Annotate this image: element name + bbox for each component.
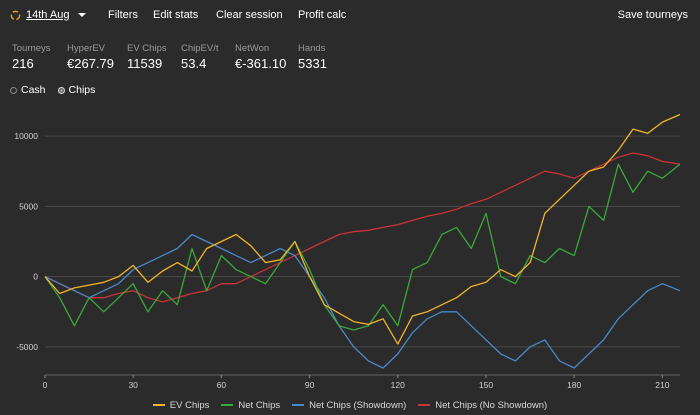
chips-radio[interactable] (57, 86, 65, 94)
legend-swatch (152, 404, 165, 406)
profit-calc-button[interactable]: Profit calc (298, 9, 347, 21)
x-tick-label: 30 (128, 380, 138, 390)
stat-value: 216 (12, 56, 34, 71)
line-chart: -5000 0 5000 10000 0 30 60 90 120 150 180 210 (14, 113, 681, 390)
stat-value: €-361.10 (235, 56, 287, 71)
stat-label: NetWon (235, 43, 270, 54)
stat-value: €267.79 (67, 56, 114, 71)
clear-session-button[interactable]: Clear session (216, 9, 283, 21)
y-tick-label: 5000 (19, 201, 38, 211)
cash-option[interactable]: Cash (10, 84, 46, 96)
date-label: 14th Aug (26, 9, 70, 21)
series-line-net-chips (44, 163, 681, 331)
legend-swatch (418, 404, 431, 406)
date-selector[interactable]: 14th Aug (10, 9, 87, 21)
stat-chipev-per-tourney: ChipEV/t 53.4 (181, 43, 219, 71)
stat-value: 11539 (127, 56, 163, 71)
y-tick-label: -5000 (16, 342, 38, 352)
chips-option[interactable]: Chips (57, 84, 96, 96)
legend-label: EV Chips (169, 399, 210, 411)
stat-label: ChipEV/t (181, 43, 219, 54)
legend-swatch (221, 404, 234, 406)
x-tick-label: 60 (217, 380, 227, 390)
series-line-net-chips-showdown (44, 233, 681, 369)
stat-value: 5331 (298, 56, 327, 71)
stat-hands: Hands 5331 (298, 43, 327, 71)
legend-swatch (292, 404, 305, 406)
legend-item-ev-chips[interactable]: EV Chips (152, 398, 210, 412)
legend-item-net-chips-showdown[interactable]: Net Chips (Showdown) (292, 398, 406, 412)
mode-toggle: Cash Chips (10, 84, 95, 96)
stat-label: HyperEV (67, 43, 106, 54)
x-tick-label: 210 (655, 380, 669, 390)
chart-legend: EV Chips Net Chips Net Chips (Showdown) … (0, 398, 700, 412)
stat-ev-chips: EV Chips 11539 (127, 43, 167, 71)
loading-spinner-icon (10, 10, 21, 20)
x-tick-label: 150 (479, 380, 493, 390)
stat-label: EV Chips (127, 43, 167, 54)
chips-label: Chips (68, 84, 96, 96)
x-tick-label: 180 (567, 380, 581, 390)
stat-tourneys: Tourneys 216 (12, 43, 51, 71)
stat-value: 53.4 (181, 56, 207, 71)
stat-label: Tourneys (12, 43, 51, 54)
cash-radio[interactable] (10, 86, 17, 94)
chevron-down-icon (78, 13, 87, 17)
series-line-net-chips-no-showdown (44, 152, 681, 303)
legend-label: Net Chips (No Showdown) (435, 399, 548, 411)
series-line-ev-chips (44, 113, 681, 345)
legend-item-net-chips-no-showdown[interactable]: Net Chips (No Showdown) (418, 398, 547, 412)
save-tourneys-button[interactable]: Save tourneys (617, 9, 688, 21)
stat-hyperev: HyperEV €267.79 (67, 43, 114, 71)
edit-stats-button[interactable]: Edit stats (153, 9, 199, 21)
filters-button[interactable]: Filters (108, 9, 138, 21)
stat-netwon: NetWon €-361.10 (235, 43, 286, 71)
legend-label: Net Chips (Showdown) (309, 399, 407, 411)
y-tick-label: 0 (33, 272, 38, 282)
legend-label: Net Chips (238, 399, 281, 411)
cash-label: Cash (21, 84, 46, 96)
x-tick-label: 0 (43, 380, 48, 390)
stats-panel: Tourneys 216 HyperEV €267.79 EV Chips 11… (0, 43, 700, 77)
x-tick-label: 120 (391, 380, 405, 390)
legend-item-net-chips[interactable]: Net Chips (221, 398, 280, 412)
x-tick-label: 90 (305, 380, 315, 390)
toolbar: 14th Aug Filters Edit stats Clear sessio… (0, 0, 700, 32)
y-tick-label: 10000 (14, 131, 38, 141)
stat-label: Hands (298, 43, 326, 54)
